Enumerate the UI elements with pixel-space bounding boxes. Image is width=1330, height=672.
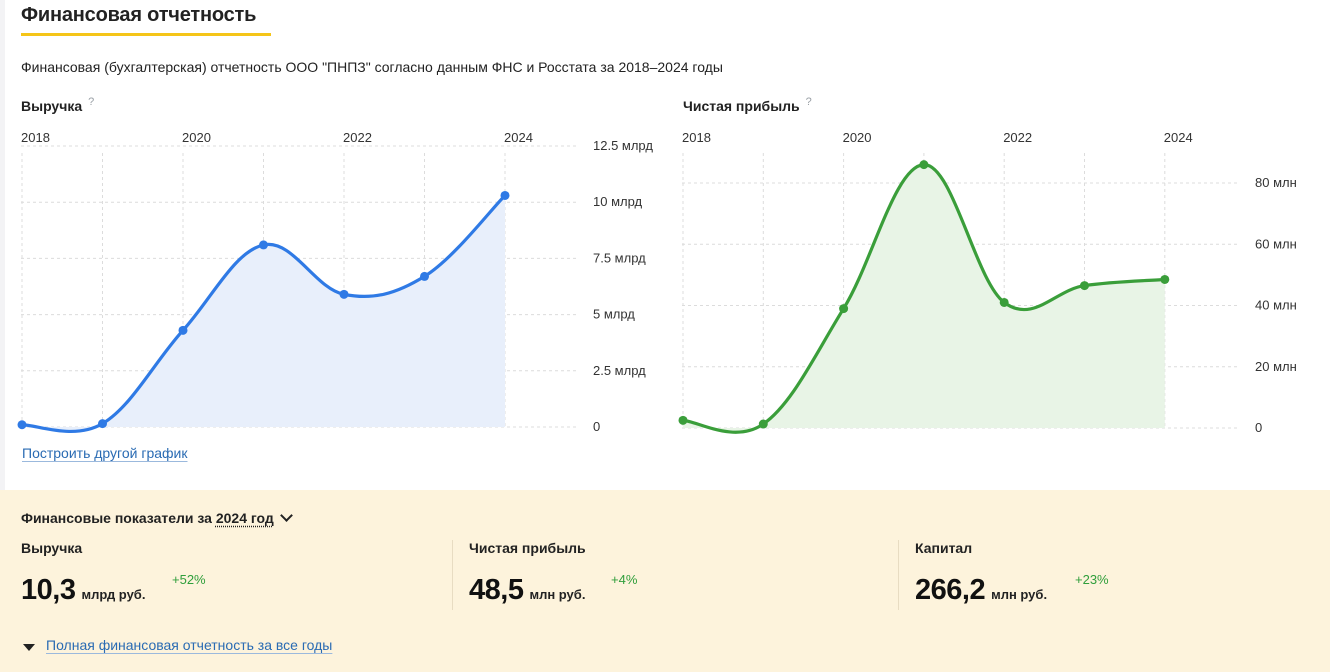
profit-area-fill (683, 164, 1165, 433)
section-title: Финансовая отчетность (21, 4, 257, 26)
profit-data-point (839, 304, 849, 314)
profit-x-tick-label: 2018 (682, 130, 711, 145)
metric-change: +4% (611, 572, 638, 587)
metric-change: +52% (172, 572, 206, 587)
revenue-y-tick-label: 0 (593, 419, 600, 434)
metric-label: Капитал (915, 540, 973, 556)
metric-value: 10,3 (21, 574, 76, 606)
revenue-y-tick-label: 2.5 млрд (593, 363, 646, 378)
metric-unit: млн руб. (991, 587, 1048, 602)
metric-change: +23% (1075, 572, 1109, 587)
profit-data-point (919, 160, 929, 170)
metric-capital: Капитал 266,2 млн руб. +23% (915, 540, 1109, 606)
metric-value: 48,5 (469, 574, 524, 606)
profit-chart-title: Чистая прибыль (683, 98, 800, 114)
full-report-link[interactable]: Полная финансовая отчетность за все годы (46, 637, 333, 653)
profit-y-tick-label: 0 (1255, 420, 1262, 435)
profit-y-tick-label: 40 млн (1255, 298, 1297, 313)
metric-value-line: 266,2 млн руб. (915, 574, 1047, 607)
title-underline (21, 33, 271, 36)
revenue-data-point (259, 240, 268, 250)
revenue-chart: 0 2.5 млрд 5 млрд 7.5 млрд 10 млрд 12.5 млрд 2… (17, 130, 653, 434)
revenue-data-point (339, 289, 349, 299)
revenue-chart-label: Выручка? (21, 96, 95, 114)
metric-net-profit: Чистая прибыль 48,5 млн руб. +4% (469, 540, 637, 606)
metric-value-line: 10,3 млрд руб. (21, 574, 145, 607)
metric-value-line: 48,5 млн руб. (469, 574, 585, 607)
profit-y-tick-label: 20 млн (1255, 359, 1297, 374)
revenue-x-tick-label: 2024 (504, 130, 533, 145)
profit-y-tick-label: 60 млн (1255, 236, 1297, 251)
profit-y-tick-label: 80 млн (1255, 175, 1297, 190)
profit-data-point (678, 415, 688, 425)
profit-chart: 0 20 млн 40 млн 60 млн 80 млн 2018 2020 2022 202… (678, 130, 1297, 435)
revenue-data-point (178, 325, 188, 335)
metric-label: Выручка (21, 540, 83, 556)
year-select[interactable]: 2024 год (215, 510, 274, 526)
profit-x-tick-label: 2020 (843, 130, 872, 145)
metric-divider (898, 540, 899, 610)
charts-canvas: 0 2.5 млрд 5 млрд 7.5 млрд 10 млрд 12.5 млрд 2… (17, 130, 1297, 435)
metric-value: 266,2 (915, 574, 986, 606)
metric-revenue: Выручка 10,3 млрд руб. +52% (21, 540, 206, 606)
left-edge-rule (0, 0, 5, 490)
profit-chart-label: Чистая прибыль? (683, 96, 812, 114)
build-other-chart-link[interactable]: Построить другой график (22, 445, 188, 461)
profit-data-point (1160, 274, 1170, 284)
profit-x-tick-label: 2022 (1003, 130, 1032, 145)
help-icon[interactable]: ? (88, 96, 95, 108)
revenue-y-tick-label: 7.5 млрд (593, 250, 646, 265)
profit-data-point (999, 297, 1009, 307)
revenue-chart-title: Выручка (21, 98, 83, 114)
section-subtitle: Финансовая (бухгалтерская) отчетность ОО… (21, 59, 723, 75)
revenue-data-point (420, 271, 429, 281)
financial-indicators-header: Финансовые показатели за 2024 год (21, 509, 293, 526)
revenue-x-tick-label: 2018 (21, 130, 50, 145)
profit-data-point (758, 419, 768, 429)
metric-divider (452, 540, 453, 610)
chevron-down-icon[interactable] (279, 509, 293, 522)
profit-x-tick-label: 2024 (1164, 130, 1193, 145)
financial-summary-panel (0, 490, 1330, 672)
revenue-data-point (500, 190, 510, 200)
triangle-down-icon[interactable] (23, 644, 35, 651)
revenue-area-fill (22, 195, 505, 432)
metric-label: Чистая прибыль (469, 540, 586, 556)
revenue-x-tick-label: 2022 (343, 130, 372, 145)
metric-unit: млн руб. (529, 587, 586, 602)
revenue-y-tick-label: 10 млрд (593, 194, 643, 209)
fin-header-prefix: Финансовые показатели за (21, 510, 212, 526)
metric-unit: млрд руб. (81, 587, 146, 602)
revenue-y-tick-label: 12.5 млрд (593, 138, 653, 153)
revenue-data-point (98, 419, 107, 429)
help-icon[interactable]: ? (805, 96, 812, 108)
revenue-y-tick-label: 5 млрд (593, 307, 635, 322)
profit-data-point (1080, 281, 1089, 291)
revenue-x-tick-label: 2020 (182, 130, 211, 145)
revenue-data-point (17, 420, 27, 430)
